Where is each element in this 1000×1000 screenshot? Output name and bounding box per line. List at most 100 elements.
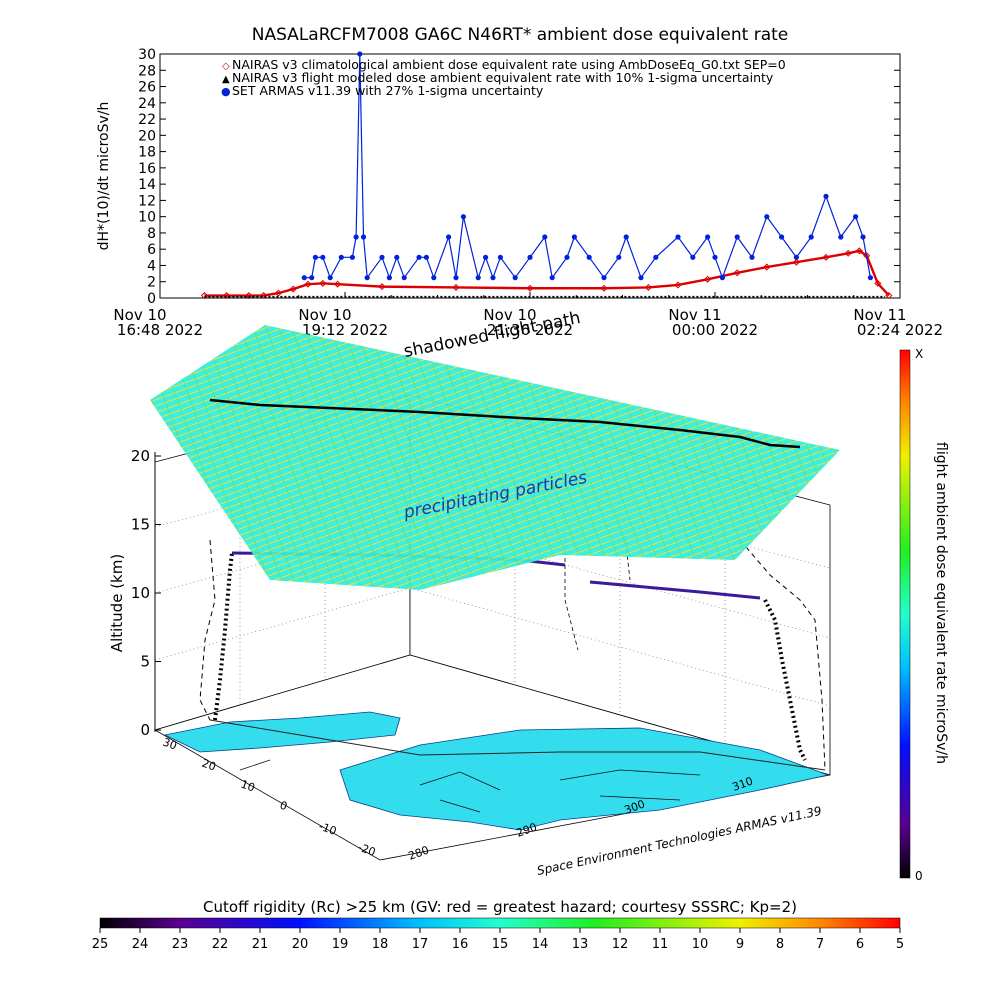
top-y-tick-label: 24 [138,96,156,112]
ground-track [209,719,826,771]
nairas-clim-point [863,252,871,260]
armas-point [460,214,466,220]
armas-point [749,254,755,260]
nairas-clim-point [733,269,741,277]
top-x-tick-label-time: 02:24 2022 [857,321,943,339]
altitude-tick-label: 20 [131,447,150,465]
altitude-tick-label: 0 [140,721,150,739]
legend-label-nairas-flight: NAIRAS v3 flight modeled dose ambient eq… [232,70,774,85]
armas-point [483,254,489,260]
dose-colorbar-top: X [915,347,923,361]
armas-point [423,254,429,260]
nairas-clim-point [334,280,342,288]
armas-point [431,275,437,281]
rigidity-tick-label: 15 [492,937,509,952]
rigidity-tick-label: 18 [372,937,389,952]
nairas-clim-point [378,283,386,291]
top-x-tick-label-date: Nov 10 [298,306,351,324]
nairas-clim-point [855,247,863,255]
armas-point [838,234,844,240]
rigidity-tick-label: 23 [172,937,189,952]
nairas-clim-line [204,249,890,297]
nairas-clim-point [600,284,608,292]
nairas-clim-point [319,279,327,287]
rigidity-tick-label: 16 [452,937,469,952]
land-mass-south [339,727,830,831]
armas-point [349,254,355,260]
nairas-clim-point [644,283,652,291]
dose-colorbar [899,349,911,879]
armas-point [386,275,392,281]
rigidity-tick-label: 14 [532,937,549,952]
top-y-tick-label: 18 [138,145,156,161]
latitude-tick-label: 30 [161,736,179,753]
top-x-tick-label-time: 21:36 2022 [487,321,573,339]
armas-point [416,254,422,260]
dose-colorbar-label: flight ambient dose equivalent rate micr… [933,442,949,764]
armas-point [453,275,459,281]
precipitating-particles-sheet [150,325,840,590]
rigidity-tick-label: 21 [252,937,269,952]
armas-point [690,254,696,260]
armas-point [301,275,307,281]
dose-colorbar-bottom: 0 [915,869,923,883]
nairas-clim-point [704,275,712,283]
top-x-tick-label-date: Nov 11 [853,306,906,324]
top-y-tick-label: 22 [138,112,156,128]
armas-point [779,234,785,240]
armas-point [860,234,866,240]
altitude-tick-label: 5 [140,653,150,671]
chart-title: NASALaRCFM7008 GA6C N46RT* ambient dose … [252,25,789,45]
rigidity-tick-label: 5 [896,937,904,952]
rigidity-tick-label: 22 [212,937,229,952]
armas-point [320,254,326,260]
rigidity-title: Cutoff rigidity (Rc) >25 km (GV: red = g… [203,898,797,916]
descent-profile [763,599,807,761]
shadowed-flight-path [209,398,801,449]
legend: ◇ NAIRAS v3 climatological ambient dose … [221,57,786,98]
top-x-tick-label-time: 16:48 2022 [117,321,203,339]
top-x-tick-label-time: 19:12 2022 [302,321,388,339]
rigidity-tick-label: 7 [816,937,824,952]
legend-marker-armas: ● [221,85,231,98]
rigidity-tick-label: 25 [92,937,109,952]
latitude-tick-label: 10 [239,778,257,795]
top-x-tick-label-date: Nov 11 [668,306,721,324]
armas-point [764,214,770,220]
top-y-tick-label: 14 [138,177,156,193]
legend-label-armas: SET ARMAS v11.39 with 27% 1-sigma uncert… [232,83,544,98]
rigidity-tick-label: 24 [132,937,149,952]
nairas-clim-point [674,281,682,289]
armas-point [401,275,407,281]
top-x-tick-label-date: Nov 10 [483,306,536,324]
top-y-tick-label: 30 [138,47,156,63]
armas-point [867,275,874,281]
armas-point [364,275,370,281]
climb-profile [213,552,234,721]
armas-point [360,234,367,240]
altitude-axis-label: Altitude (km) [108,554,126,652]
rigidity-gradient [99,917,901,929]
nairas-clim-point [763,263,771,271]
armas-point [601,275,607,281]
latitude-tick-label: -10 [317,820,338,838]
nairas-clim-point [526,284,534,292]
nairas-clim-point [452,283,460,291]
armas-point [793,254,800,260]
top-y-tick-label: 2 [147,275,156,291]
armas-point [394,254,400,260]
rigidity-tick-label: 19 [332,937,349,952]
armas-point [490,275,496,281]
top-y-tick-label: 16 [138,161,156,177]
armas-point [497,254,503,260]
armas-point [571,234,578,240]
top-y-tick-label: 20 [138,128,156,144]
rigidity-tick-label: 8 [776,937,784,952]
armas-point [638,275,644,281]
armas-point [705,234,711,240]
armas-point [542,234,548,240]
rigidity-tick-label: 11 [652,937,669,952]
rigidity-tick-label: 6 [856,937,864,952]
